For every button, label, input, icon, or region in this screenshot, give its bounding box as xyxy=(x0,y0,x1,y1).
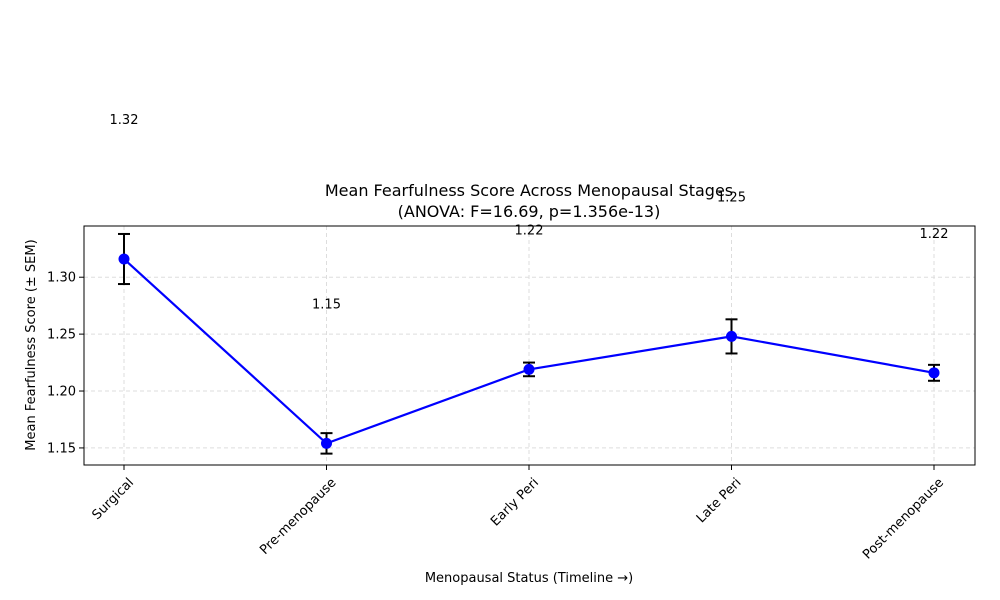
y-tick-label: 1.30 xyxy=(47,271,76,286)
data-label: 1.25 xyxy=(717,190,746,205)
data-point xyxy=(523,363,535,375)
y-tick-label: 1.20 xyxy=(47,385,76,400)
data-point xyxy=(928,367,940,379)
y-tick-label: 1.15 xyxy=(47,441,76,456)
data-label: 1.22 xyxy=(920,227,949,242)
data-labels: 1.32 1.15 1.22 1.25 1.22 xyxy=(110,113,949,312)
data-label: 1.15 xyxy=(312,297,341,312)
data-point xyxy=(726,330,737,342)
x-tick-label: Post-menopause xyxy=(860,475,947,562)
x-axis: Surgical Pre-menopause Early Peri Late Peri… xyxy=(90,465,947,562)
chart-title-line2: (ANOVA: F=16.69, p=1.356e-13) xyxy=(398,202,661,221)
chart-title-line1: Mean Fearfulness Score Across Menopausal… xyxy=(325,181,733,200)
x-tick-label: Surgical xyxy=(90,475,138,523)
x-tick-label: Late Peri xyxy=(694,475,745,526)
data-point xyxy=(321,437,332,449)
data-label: 1.32 xyxy=(110,113,139,128)
data-point xyxy=(118,253,130,265)
x-axis-label: Menopausal Status (Timeline →) xyxy=(425,571,633,586)
y-axis: 1.15 1.20 1.25 1.30 xyxy=(47,271,84,456)
data-label: 1.22 xyxy=(515,223,544,238)
x-tick-label: Early Peri xyxy=(488,475,542,529)
x-tick-label: Pre-menopause xyxy=(257,475,339,557)
y-tick-label: 1.25 xyxy=(47,328,76,343)
y-axis-label: Mean Fearfulness Score (± SEM) xyxy=(24,239,39,450)
data-series xyxy=(118,232,940,455)
